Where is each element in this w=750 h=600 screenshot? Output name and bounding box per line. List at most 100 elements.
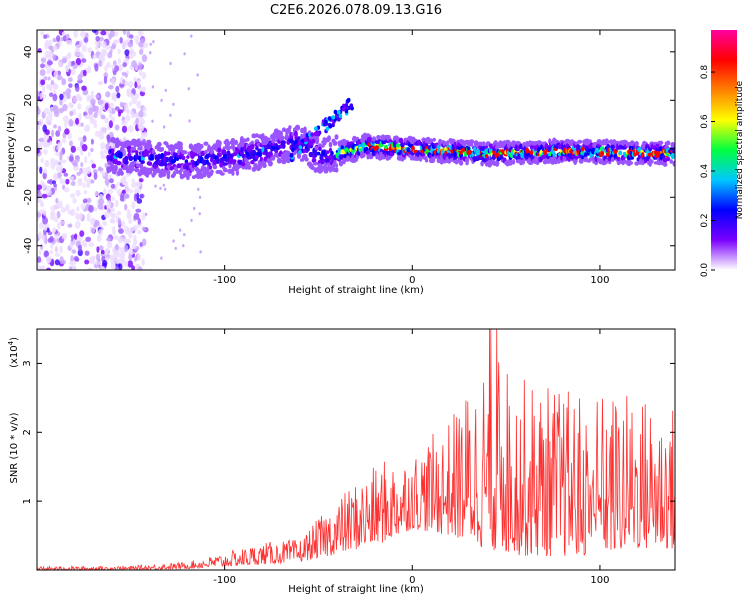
spectral-dot-2072: [445, 140, 450, 147]
spectral-dot-513: [114, 199, 119, 208]
spectral-dot-653: [127, 260, 133, 268]
spectral-dot-944: [106, 134, 111, 141]
spectral-dot-1620: [310, 165, 315, 171]
spectral-dot-538: [38, 118, 44, 126]
spectral-dot-749: [82, 69, 87, 77]
spectral-dot-2909: [315, 130, 319, 135]
spectral-dot-710: [77, 178, 83, 182]
spectral-dot-908: [154, 184, 157, 188]
spectral-dot-1073: [145, 172, 150, 178]
spectral-dot-422: [122, 62, 127, 68]
spectral-dot-1249: [198, 150, 202, 156]
spectral-dot-70: [117, 58, 122, 65]
spectral-dot-934: [152, 40, 155, 44]
colorbar-tick-label-3: 0.6: [700, 114, 710, 129]
spectral-dot-1722: [340, 145, 345, 151]
spectral-dot-2897: [331, 115, 336, 120]
spectral-dot-415: [70, 193, 76, 199]
spectral-dot-1494: [271, 138, 276, 144]
spectral-dot-1136: [164, 156, 169, 163]
spectral-dot-896: [107, 107, 113, 114]
spectral-dot-272: [41, 85, 46, 93]
spectral-dot-2721: [640, 152, 645, 158]
spectral-dot-866: [101, 50, 106, 58]
spectral-dot-849: [142, 106, 147, 112]
spectral-dot-771: [111, 226, 116, 231]
spectral-dot-188: [107, 188, 114, 194]
spectral-dot-1374: [235, 169, 239, 176]
spectral-dot-278: [82, 182, 86, 189]
spectral-dot-1183: [177, 141, 183, 148]
spectral-dot-786: [83, 125, 89, 132]
spectral-dot-2517: [578, 158, 584, 164]
spectral-dot-2547: [588, 157, 592, 163]
spectral-dot-487: [71, 249, 77, 254]
snr-x-label: Height of straight line (km): [288, 584, 424, 595]
spectral-dot-2872: [310, 132, 315, 137]
spectral-dot-828: [124, 203, 128, 211]
spectral-dot-875: [127, 41, 134, 48]
spectral-dot-2514: [577, 139, 583, 144]
spectral-dot-735: [95, 45, 100, 51]
spectral-dot-53: [121, 125, 128, 133]
spectral-dot-456: [47, 60, 53, 66]
spectral-dot-231: [110, 262, 116, 270]
spectral-dot-398: [49, 178, 53, 185]
spectral-dot-2748: [648, 147, 652, 152]
spectral-dot-1529: [282, 143, 286, 149]
spectral-dot-380: [83, 174, 88, 183]
spectral-dot-841: [76, 44, 80, 49]
spectral-dot-493: [123, 244, 129, 253]
spectral-dot-755: [61, 78, 67, 86]
spectral-dot-715: [76, 96, 83, 101]
spectral-dot-2752: [649, 159, 654, 164]
spectral-dot-494: [94, 40, 100, 46]
spectral-dot-670: [79, 167, 83, 175]
spectral-dot-799: [140, 38, 146, 43]
spectral-dot-719: [69, 261, 74, 266]
spectral-dot-700: [121, 119, 128, 126]
spectral-dot-831: [102, 220, 107, 227]
spectral-dot-731: [59, 150, 63, 157]
spectral-dot-167: [94, 130, 101, 137]
spectral-dot-1144: [166, 173, 171, 180]
spectral-dot-264: [118, 263, 123, 270]
spectral-dot-853: [109, 49, 113, 55]
spectral-dot-753: [38, 249, 42, 256]
spectral-dot-1672: [325, 150, 330, 155]
spectral-dot-337: [115, 258, 120, 265]
spectral-dot-1569: [294, 132, 298, 138]
spectral-dot-759: [137, 266, 143, 270]
spectral-dot-874: [97, 108, 103, 116]
spectral-dot-547: [55, 166, 61, 172]
spectral-dot-580: [92, 30, 97, 33]
spectral-dot-540: [99, 126, 106, 135]
spectral-dot-1814: [366, 136, 373, 143]
spectral-dot-36: [141, 258, 145, 267]
colorbar-tick-label-2: 0.4: [700, 164, 710, 179]
spectral-dot-1296: [212, 164, 218, 170]
spectral-dot-2568: [594, 160, 598, 166]
spectral-dot-886: [141, 238, 147, 246]
spectral-dot-1482: [267, 160, 273, 167]
spectral-dot-842: [128, 247, 133, 255]
spectral-dot-939: [149, 51, 152, 55]
spectral-dot-637: [76, 206, 80, 212]
spectral-dot-683: [134, 256, 137, 262]
spectral-dot-2609: [605, 152, 611, 158]
spectral-dot-141: [119, 37, 123, 44]
spectral-dot-589: [62, 57, 67, 64]
spectral-dot-489: [90, 255, 96, 260]
snr-y-scale-exp: 4: [7, 340, 15, 345]
spectral-dot-926: [190, 34, 193, 38]
spectral-dot-850: [37, 142, 43, 149]
spectral-dot-356: [117, 49, 121, 55]
spectral-dot-556: [116, 211, 122, 216]
spectral-dot-1423: [250, 144, 255, 150]
spectral-dot-795: [141, 54, 148, 63]
spectral-dot-989: [119, 171, 124, 176]
spectral-dot-1038: [134, 167, 140, 173]
spectral-dot-1340: [226, 141, 231, 146]
spectral-dot-2028: [432, 137, 436, 142]
spectral-dot-277: [46, 267, 51, 270]
